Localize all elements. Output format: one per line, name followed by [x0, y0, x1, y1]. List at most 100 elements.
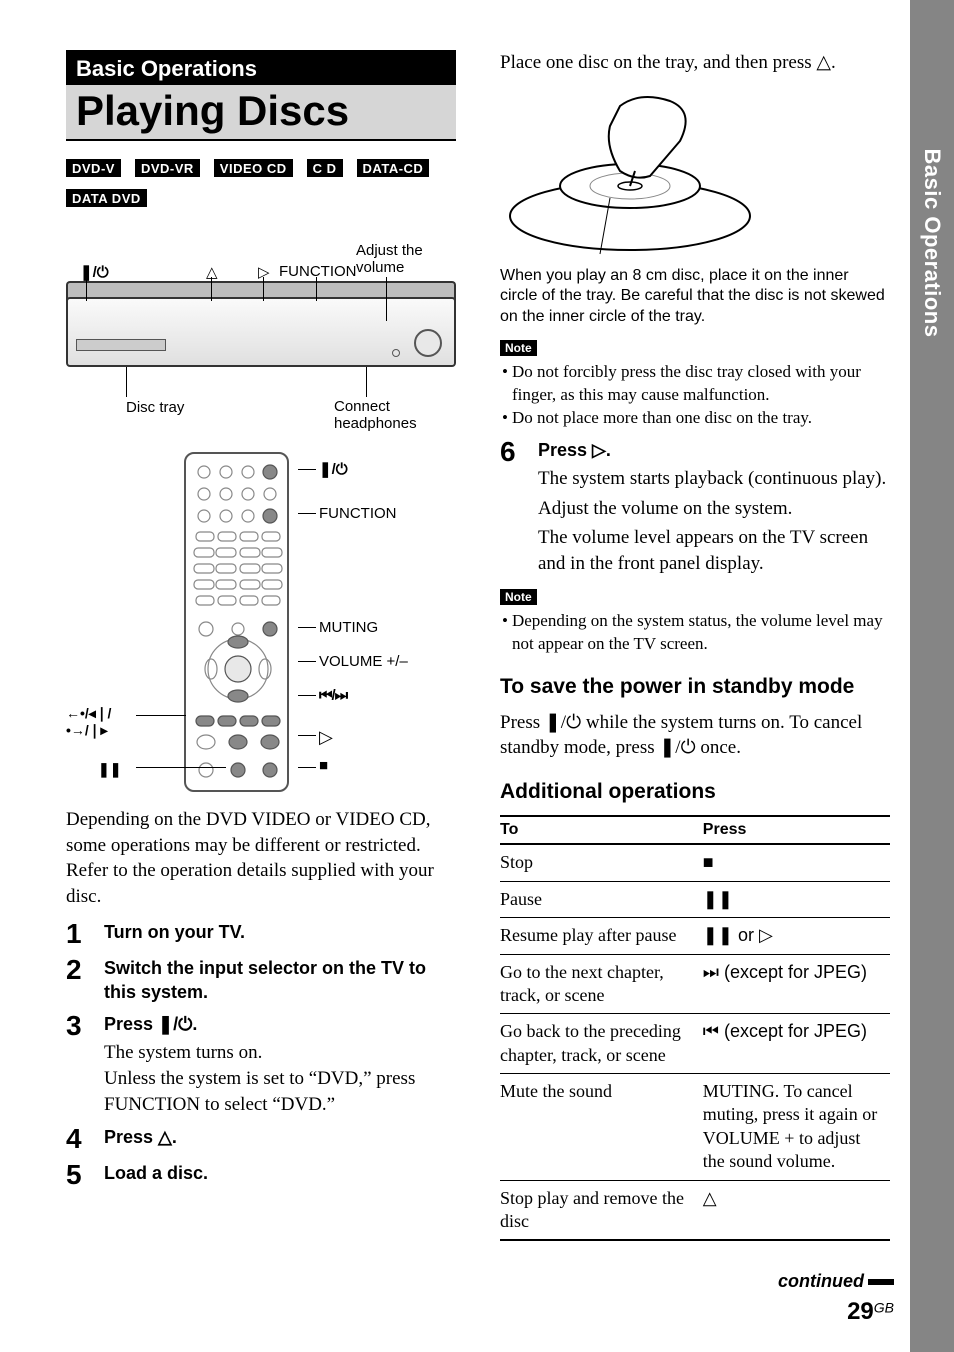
- headphones-label: Connect headphones: [334, 399, 444, 432]
- step-number: 2: [66, 956, 90, 1005]
- section-title: Playing Discs: [76, 87, 456, 135]
- cell: Resume play after pause: [500, 918, 703, 954]
- step-head: Press ❚/⏻.: [104, 1012, 456, 1036]
- cell: Mute the sound: [500, 1074, 703, 1181]
- step-1: 1 Turn on your TV.: [66, 920, 456, 948]
- pointer-line: [366, 367, 367, 397]
- disc-tray-label: Disc tray: [126, 399, 184, 416]
- step-2: 2 Switch the input selector on the TV to…: [66, 956, 456, 1005]
- cell: ❚❚ or ▷: [703, 918, 890, 954]
- table-row: Go back to the preceding chapter, track,…: [500, 1014, 890, 1074]
- pointer-line: [298, 513, 316, 514]
- cell: Stop: [500, 844, 703, 881]
- cell: MUTING. To cancel muting, press it again…: [703, 1074, 890, 1181]
- table-row: Pause❚❚: [500, 881, 890, 917]
- pointer-line: [86, 277, 87, 301]
- cell: ⏮ (except for JPEG): [703, 1014, 890, 1074]
- pointer-line: [298, 627, 316, 628]
- remote-figure: ❚/⏻ FUNCTION MUTING VOLUME +/– ⏮/⏭ ▷ ■ ←…: [66, 447, 456, 797]
- page-number-value: 29: [847, 1298, 874, 1325]
- badge: DATA-CD: [357, 159, 430, 177]
- remote-volume-label: VOLUME +/–: [319, 653, 408, 670]
- device-body: [66, 297, 456, 367]
- device-volume-label: Adjust the volume: [356, 243, 446, 276]
- step-3: 3 Press ❚/⏻. The system turns on. Unless…: [66, 1012, 456, 1117]
- disc-caption: When you play an 8 cm disc, place it on …: [500, 266, 890, 328]
- headphone-jack: [392, 349, 400, 357]
- device-function-label: FUNCTION: [279, 263, 357, 280]
- step-text: The system starts playback (continuous p…: [538, 466, 890, 492]
- pointer-line: [386, 277, 387, 321]
- device-figure: ❚/⏻ △ ▷ FUNCTION Adjust the volume Disc …: [66, 237, 456, 437]
- step-head: Press ▷.: [538, 438, 890, 462]
- remote-power-label: ❚/⏻: [319, 460, 348, 478]
- note-list-1: Do not forcibly press the disc tray clos…: [500, 361, 890, 430]
- pointer-line: [316, 277, 317, 301]
- note-item: Do not place more than one disc on the t…: [512, 407, 890, 430]
- continued-label: continued: [778, 1271, 894, 1292]
- note-item: Depending on the system status, the volu…: [512, 610, 890, 656]
- badge: C D: [307, 159, 343, 177]
- pointer-line: [126, 367, 127, 397]
- step-head: Press △.: [104, 1125, 456, 1149]
- remote-muting-label: MUTING: [319, 619, 378, 636]
- disc-svg: [500, 86, 800, 256]
- cell: Go to the next chapter, track, or scene: [500, 954, 703, 1014]
- step-number: 4: [66, 1125, 90, 1153]
- table-row: Go to the next chapter, track, or scene⏭…: [500, 954, 890, 1014]
- remote-play-label: ▷: [319, 727, 333, 748]
- cell: △: [703, 1180, 890, 1240]
- table-row: Stop■: [500, 844, 890, 881]
- pointer-line: [136, 715, 186, 716]
- badge: VIDEO CD: [214, 159, 293, 177]
- cell: Pause: [500, 881, 703, 917]
- disc-tray-slot: [76, 339, 166, 351]
- device-power-label: ❚/⏻: [80, 263, 109, 281]
- step-text: Adjust the volume on the system.: [538, 496, 890, 522]
- cell: Go back to the preceding chapter, track,…: [500, 1014, 703, 1074]
- cell: ■: [703, 844, 890, 881]
- right-column: Place one disc on the tray, and then pre…: [500, 50, 890, 1241]
- table-row: Resume play after pause❚❚ or ▷: [500, 918, 890, 954]
- table-row: Stop play and remove the disc△: [500, 1180, 890, 1240]
- right-intro: Place one disc on the tray, and then pre…: [500, 50, 890, 76]
- page: Basic Operations Basic Operations Playin…: [0, 0, 954, 1352]
- format-badges: DVD-V DVD-VR VIDEO CD C D DATA-CD DATA D…: [66, 159, 456, 207]
- step-head: Switch the input selector on the TV to t…: [104, 956, 456, 1005]
- step-5: 5 Load a disc.: [66, 1161, 456, 1189]
- step-text: The volume level appears on the TV scree…: [538, 525, 890, 576]
- step-number: 1: [66, 920, 90, 948]
- section-title-wrap: Playing Discs: [66, 85, 456, 141]
- step-head: Load a disc.: [104, 1161, 456, 1185]
- pointer-line: [263, 277, 264, 301]
- remote-stepL1-label: ←•/◂❘/: [66, 705, 111, 722]
- step-number: 5: [66, 1161, 90, 1189]
- pointer-line: [298, 767, 316, 768]
- page-number: 29GB: [847, 1298, 894, 1326]
- remote-stepL2-label: •→/❘▸: [66, 722, 108, 739]
- note-tag: Note: [500, 589, 537, 605]
- left-column: Basic Operations Playing Discs DVD-V DVD…: [66, 50, 456, 1189]
- step-head: Turn on your TV.: [104, 920, 456, 944]
- note-tag: Note: [500, 340, 537, 356]
- remote-stop-label: ■: [319, 757, 328, 774]
- step-6: 6 Press ▷. The system starts playback (c…: [500, 438, 890, 577]
- standby-text: Press ❚/⏻ while the system turns on. To …: [500, 710, 890, 761]
- remote-pause-label: ❚❚: [98, 761, 121, 778]
- remote-function-label: FUNCTION: [319, 505, 397, 522]
- side-tab-label: Basic Operations: [919, 149, 945, 338]
- volume-knob: [414, 329, 442, 357]
- step-number: 6: [500, 438, 524, 577]
- badge: DVD-VR: [135, 159, 200, 177]
- remote-prevnext-label: ⏮/⏭: [319, 687, 347, 704]
- badge: DATA DVD: [66, 189, 147, 207]
- disc-figure: [500, 86, 890, 266]
- table-row: Mute the soundMUTING. To cancel muting, …: [500, 1074, 890, 1181]
- pointer-line: [298, 695, 316, 696]
- cell: ⏭ (except for JPEG): [703, 954, 890, 1014]
- cell: Stop play and remove the disc: [500, 1180, 703, 1240]
- step-text: The system turns on. Unless the system i…: [104, 1040, 456, 1117]
- operations-table: To Press Stop■ Pause❚❚ Resume play after…: [500, 815, 890, 1241]
- page-number-suffix: GB: [874, 1300, 894, 1316]
- step-4: 4 Press △.: [66, 1125, 456, 1153]
